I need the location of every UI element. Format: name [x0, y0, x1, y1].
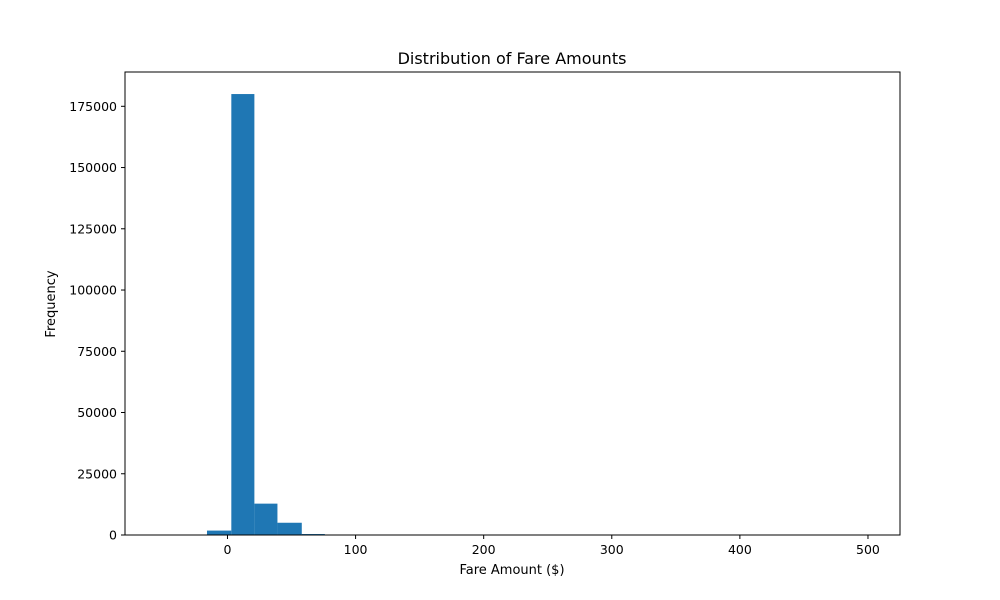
chart-title: Distribution of Fare Amounts: [398, 49, 627, 68]
x-tick-label: 400: [728, 542, 752, 557]
histogram-bar-2: [206, 530, 232, 535]
x-tick-label: 0: [224, 542, 232, 557]
y-tick-label: 0: [109, 528, 117, 543]
x-tick-label: 300: [600, 542, 624, 557]
x-axis-label: Fare Amount ($): [459, 563, 564, 578]
histogram-bar-3: [231, 94, 255, 536]
bars-group: [206, 94, 373, 536]
plot-frame: [124, 71, 901, 536]
y-tick-label: 175000: [69, 99, 117, 114]
y-axis-ticks: 0 25000 50000 75000 100000 125000 150000 175000: [69, 99, 125, 543]
histogram-bar-4: [254, 503, 278, 535]
x-tick-label: 200: [472, 542, 496, 557]
y-tick-label: 50000: [77, 405, 117, 420]
y-tick-label: 125000: [69, 221, 117, 236]
y-axis-label: Frequency: [44, 270, 59, 337]
y-tick-label: 25000: [77, 466, 117, 481]
y-tick-label: 150000: [69, 160, 117, 175]
y-tick-label: 75000: [77, 344, 117, 359]
x-axis-ticks: 0 100 200 300 400 500: [224, 535, 880, 557]
histogram-bar-5: [277, 522, 302, 535]
y-tick-label: 100000: [69, 283, 117, 298]
x-tick-label: 100: [344, 542, 368, 557]
x-tick-label: 500: [856, 542, 880, 557]
